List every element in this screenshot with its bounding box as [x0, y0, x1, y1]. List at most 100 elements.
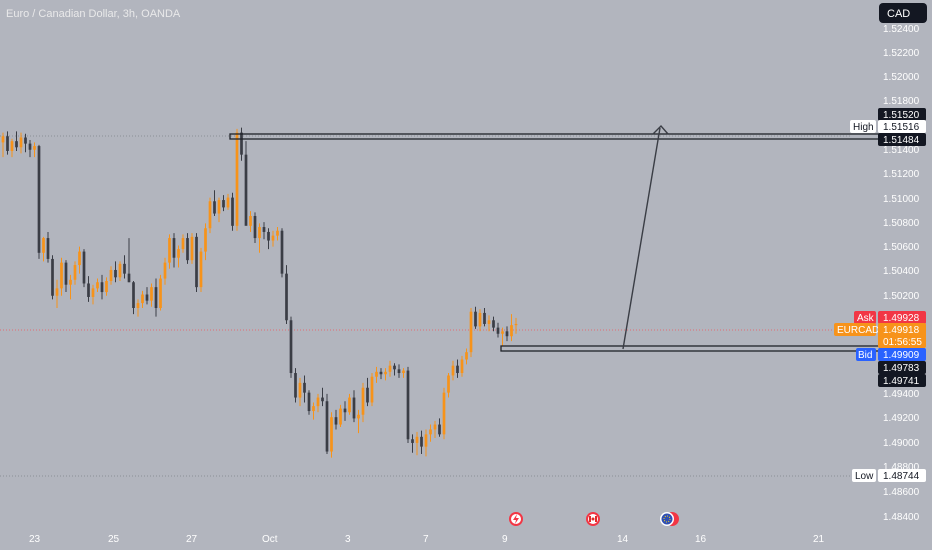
y-tick: 1.50600 [883, 242, 920, 253]
candle-body [163, 262, 167, 279]
candle-body [271, 235, 275, 241]
price-label-box-bottom: 1.49741 [878, 374, 926, 387]
price-label-box-top: 1.49783 [878, 361, 926, 374]
candle-body [177, 249, 180, 258]
candle-body [199, 251, 203, 288]
y-tick: 1.49000 [883, 438, 920, 449]
candle-body [109, 269, 113, 282]
price-label-bid: Bid 1.49909 [856, 348, 926, 361]
candle-body [19, 137, 23, 148]
candle-body [249, 215, 252, 226]
x-tick: 9 [502, 534, 508, 545]
candle-body [37, 146, 41, 253]
candle-body [208, 201, 212, 229]
y-tick: 1.48600 [883, 487, 920, 498]
lightning-event-icon[interactable] [509, 512, 523, 526]
candle-body [321, 397, 324, 402]
candle-body [114, 269, 117, 278]
projection-arrow[interactable] [622, 124, 669, 350]
candle-body [339, 408, 342, 425]
price-label-high-line-bottom: 1.51484 [878, 133, 926, 146]
y-tick: 1.49400 [883, 389, 920, 400]
candle-body [87, 283, 90, 297]
candle-body [204, 228, 207, 252]
candle-body [82, 251, 86, 284]
candle-body [420, 436, 423, 447]
x-tick: 27 [186, 534, 198, 545]
candle-body [402, 370, 405, 374]
candle-body [145, 294, 149, 301]
candle-body [91, 288, 95, 297]
x-tick: 21 [813, 534, 825, 545]
candle-body [294, 373, 297, 398]
candle-body [289, 320, 293, 374]
candle-body [127, 273, 131, 283]
candle-body [433, 424, 437, 430]
candles-group [1, 127, 518, 458]
candle-body [393, 365, 396, 370]
candle-body [69, 279, 72, 285]
eu-flag-icon[interactable] [660, 512, 679, 526]
candle-body [159, 278, 162, 309]
candle-body [55, 288, 59, 296]
candle-body [213, 201, 216, 214]
time-axis[interactable]: 23 25 27 Oct 3 7 9 14 16 21 [29, 534, 825, 545]
high-tag: High [853, 122, 874, 133]
svg-text:1.49909: 1.49909 [883, 350, 920, 361]
candle-body [235, 132, 239, 226]
price-label-high: High 1.51516 [850, 120, 926, 133]
candle-body [415, 436, 419, 443]
y-tick: 1.52200 [883, 48, 920, 59]
candle-body [195, 236, 198, 288]
y-tick: 1.51800 [883, 96, 920, 107]
candle-body [222, 200, 225, 208]
canada-flag-icon[interactable] [586, 512, 600, 526]
x-tick: Oct [262, 534, 278, 545]
candle-body [186, 238, 189, 261]
candle-body [280, 230, 284, 274]
svg-text:1.51516: 1.51516 [883, 122, 920, 133]
candle-body [456, 365, 459, 374]
candle-body [181, 238, 185, 250]
candle-body [150, 287, 153, 301]
y-tick: 1.50200 [883, 291, 920, 302]
candle-body [406, 370, 410, 440]
y-tick: 1.48400 [883, 512, 920, 523]
x-tick: 25 [108, 534, 120, 545]
candle-body [307, 392, 311, 412]
candle-body [460, 359, 464, 374]
candle-body [348, 397, 351, 413]
candle-body [492, 320, 495, 328]
x-tick: 3 [345, 534, 351, 545]
candle-body [469, 311, 473, 353]
candle-body [465, 352, 468, 360]
candle-body [123, 263, 126, 274]
candle-body [10, 141, 14, 151]
currency-button[interactable]: CAD [879, 3, 927, 23]
y-tick: 1.52000 [883, 72, 920, 83]
candle-body [397, 369, 401, 374]
candle-body [298, 382, 302, 398]
candle-body [478, 312, 482, 327]
candle-body [46, 238, 50, 259]
candle-body [361, 387, 365, 415]
candle-body [60, 262, 63, 289]
candle-body [496, 327, 500, 334]
candle-body [424, 434, 428, 447]
price-axis[interactable]: 1.52400 1.52200 1.52000 1.51800 1.51400 … [883, 24, 920, 523]
price-label-high-line-top: 1.51520 [878, 108, 926, 121]
x-tick: 16 [695, 534, 707, 545]
candle-body [258, 227, 261, 239]
bid-tag: Bid [858, 350, 872, 361]
candle-body [6, 136, 9, 151]
candle-body [487, 320, 491, 324]
candle-body [325, 401, 329, 452]
candle-body [501, 331, 504, 334]
candle-body [312, 406, 315, 412]
svg-text:1.48744: 1.48744 [883, 471, 920, 482]
candle-body [330, 417, 333, 452]
candle-body [118, 263, 122, 278]
candle-body [100, 282, 104, 293]
